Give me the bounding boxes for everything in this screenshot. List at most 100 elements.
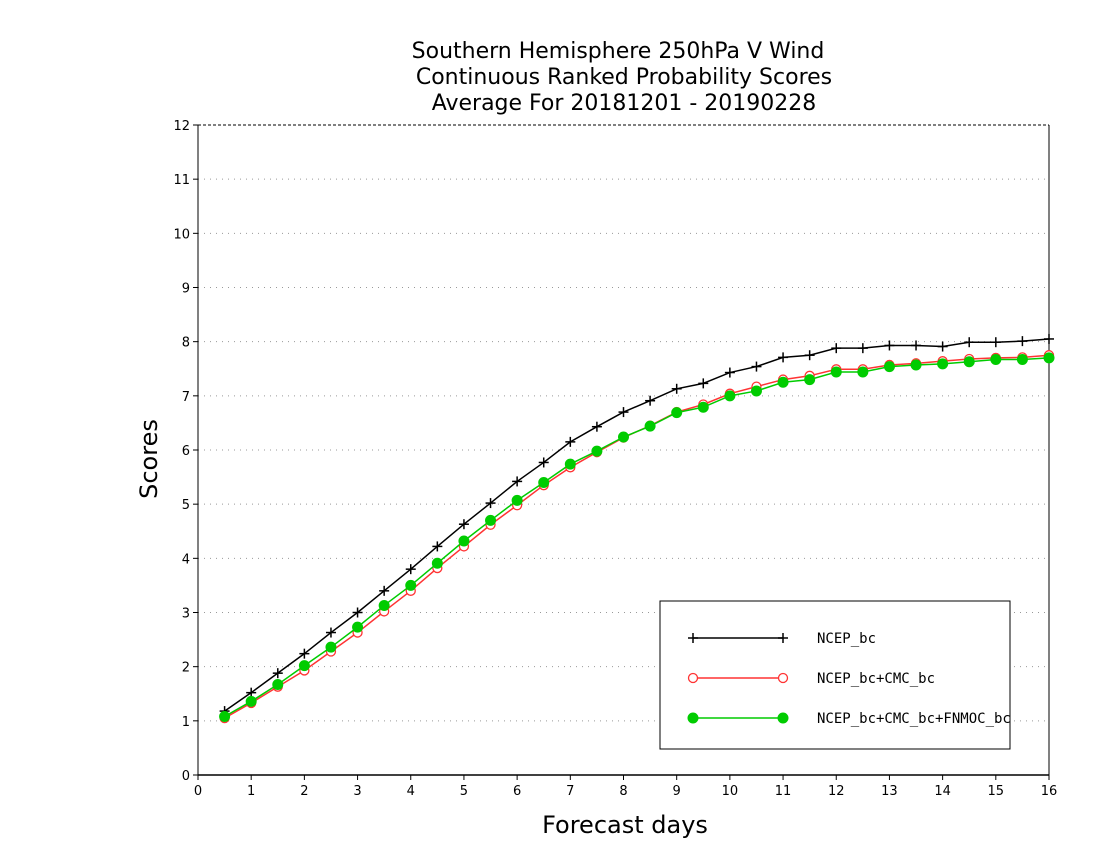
y-tick-label: 0 [182, 769, 190, 784]
data-point [272, 679, 284, 691]
data-point [485, 514, 497, 526]
data-point [405, 564, 416, 575]
data-point [671, 407, 683, 419]
x-tick-label: 1 [247, 784, 255, 799]
data-point [777, 376, 789, 388]
y-tick-label: 9 [182, 282, 190, 297]
data-point [884, 340, 895, 351]
legend-marker-start [687, 672, 699, 684]
data-point [352, 607, 363, 618]
legend-marker-end [777, 672, 789, 684]
y-tick-label: 5 [182, 498, 190, 513]
data-point [325, 627, 336, 638]
y-tick-label: 8 [182, 336, 190, 351]
data-point [564, 458, 576, 470]
x-tick-label: 5 [460, 784, 468, 799]
legend-box [659, 600, 1011, 750]
data-point [485, 498, 496, 509]
data-point [431, 557, 443, 569]
x-tick-label: 9 [673, 784, 681, 799]
x-tick-label: 16 [1041, 784, 1058, 799]
data-point [751, 361, 762, 372]
x-tick-label: 0 [194, 784, 202, 799]
x-tick-label: 12 [828, 784, 845, 799]
data-point [1016, 354, 1028, 366]
data-point [298, 660, 310, 672]
legend-label: NCEP_bc+CMC_bc [817, 671, 935, 687]
legend-marker-end [777, 712, 789, 724]
data-point [937, 341, 948, 352]
data-point [512, 476, 523, 487]
y-tick-label: 11 [173, 173, 190, 188]
data-point [325, 641, 337, 653]
series-layer [219, 333, 1055, 724]
data-point [565, 436, 576, 447]
data-point [990, 337, 1001, 348]
data-point [911, 340, 922, 351]
data-point [219, 711, 231, 722]
data-point [830, 366, 842, 378]
data-point [618, 407, 629, 418]
legend-marker-start [687, 712, 699, 724]
data-point [724, 390, 736, 402]
y-axis-label: Scores [135, 419, 163, 499]
data-point [1043, 352, 1055, 364]
x-tick-label: 14 [934, 784, 951, 799]
data-point [245, 695, 257, 707]
x-tick-label: 8 [619, 784, 627, 799]
y-tick-label: 4 [182, 552, 190, 567]
series-1 [219, 333, 1054, 717]
data-point [831, 343, 842, 354]
y-tick-label: 6 [182, 444, 190, 459]
x-axis-ticks: 0 1 2 3 4 5 6 7 8 9 10 11 12 13 14 15 16 [194, 775, 1057, 799]
data-point [671, 383, 682, 394]
chart-title-line-3: Average For 20181201 - 20190228 [432, 91, 817, 116]
data-point [724, 367, 735, 378]
data-point [857, 366, 869, 378]
legend-marker-end [778, 633, 788, 643]
data-point [750, 385, 762, 397]
x-axis-label: Forecast days [542, 811, 708, 839]
x-tick-label: 4 [407, 784, 415, 799]
data-point [1017, 336, 1028, 347]
legend-entry-3: NCEP_bc+CMC_bc+FNMOC_bc [687, 711, 1011, 727]
data-point [272, 668, 283, 679]
data-point [458, 519, 469, 530]
data-point [591, 421, 602, 432]
x-tick-label: 3 [353, 784, 361, 799]
data-point [857, 343, 868, 354]
y-tick-label: 12 [173, 119, 190, 134]
data-point [804, 374, 816, 386]
data-point [910, 359, 922, 371]
y-tick-label: 3 [182, 607, 190, 622]
data-point [804, 350, 815, 361]
x-tick-label: 15 [988, 784, 1005, 799]
data-point [645, 395, 656, 406]
data-point [990, 354, 1002, 366]
data-point [937, 358, 949, 370]
legend-entry-2: NCEP_bc+CMC_bc [687, 671, 935, 687]
chart-title-line-2: Continuous Ranked Probability Scores [416, 65, 832, 90]
x-tick-label: 10 [722, 784, 739, 799]
data-point [644, 420, 656, 432]
legend-entry-1: NCEP_bc [688, 631, 876, 647]
data-point [697, 401, 709, 413]
data-point [352, 621, 364, 633]
y-tick-label: 1 [182, 715, 190, 730]
x-tick-label: 2 [300, 784, 308, 799]
data-point [778, 352, 789, 363]
data-point [538, 477, 550, 488]
x-tick-label: 6 [513, 784, 521, 799]
y-tick-label: 2 [182, 661, 190, 676]
data-point [883, 361, 895, 373]
x-tick-label: 11 [775, 784, 792, 799]
series-3 [219, 352, 1055, 722]
data-point [432, 541, 443, 552]
data-point [618, 431, 629, 443]
chart-title: Southern Hemisphere 250hPa V Wind Contin… [412, 39, 833, 116]
y-tick-label: 10 [173, 227, 190, 242]
data-point [458, 535, 470, 547]
data-point [538, 457, 549, 468]
